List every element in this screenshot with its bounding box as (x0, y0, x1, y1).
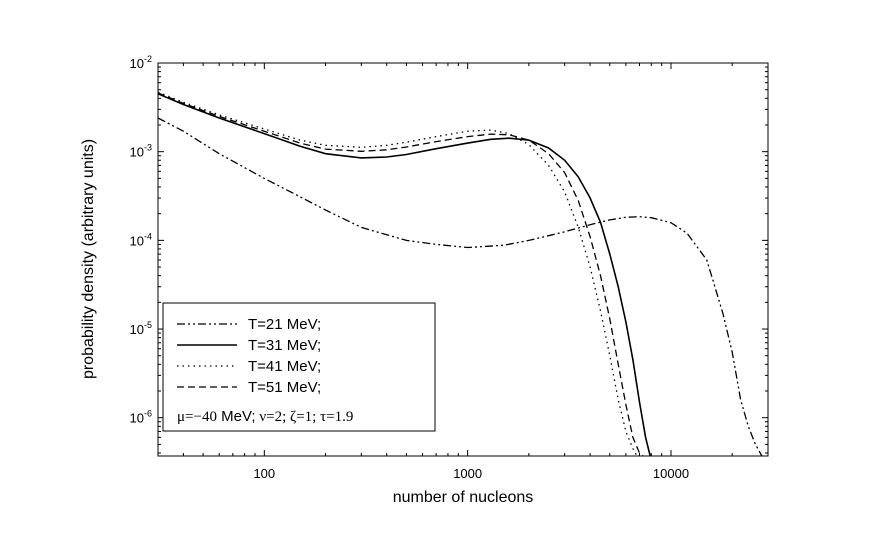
y-tick-label: 10-2 (130, 54, 152, 71)
x-tick-label: 1000 (453, 466, 482, 481)
legend-box (162, 302, 436, 432)
y-tick-label: 10-5 (130, 320, 152, 337)
legend-label-3: T=41 MeV; (248, 358, 321, 375)
y-tick-label: 10-6 (130, 409, 152, 426)
legend-entries: T=21 MeV; T=31 MeV; T=41 MeV; T=51 MeV; (177, 316, 321, 396)
x-axis-label: number of nucleons (393, 489, 534, 506)
series-line-3 (157, 91, 638, 457)
x-tick-label: 100 (253, 466, 275, 481)
series-layer (157, 91, 763, 457)
x-tick-label: 10000 (653, 466, 689, 481)
legend-parameters: μ=−40 MeV; ν=2; ζ=1; τ=1.9 (177, 408, 353, 425)
x-axis-ticks: 100 1000 10000 (157, 63, 769, 481)
legend: T=21 MeV; T=31 MeV; T=41 MeV; T=51 MeV; μ=−… (162, 302, 436, 432)
y-axis-label: probability density (arbitrary units) (80, 139, 97, 379)
y-tick-label: 10-3 (130, 143, 152, 160)
series-line-1 (157, 117, 763, 457)
y-axis-ticks: 10-2 10-3 10-4 10-5 10-6 (130, 54, 768, 454)
param-mev: MeV; (217, 408, 256, 425)
legend-label-2: T=31 MeV; (248, 337, 321, 354)
param-mu: μ=−40 (177, 409, 217, 425)
series-line-2 (157, 93, 651, 457)
legend-label-1: T=21 MeV; (248, 316, 321, 333)
legend-label-4: T=51 MeV; (248, 379, 321, 396)
plot-frame (157, 62, 769, 457)
series-line-4 (157, 92, 644, 457)
param-rest: ν=2; ζ=1; τ=1.9 (256, 409, 354, 425)
y-tick-label: 10-4 (130, 231, 152, 248)
